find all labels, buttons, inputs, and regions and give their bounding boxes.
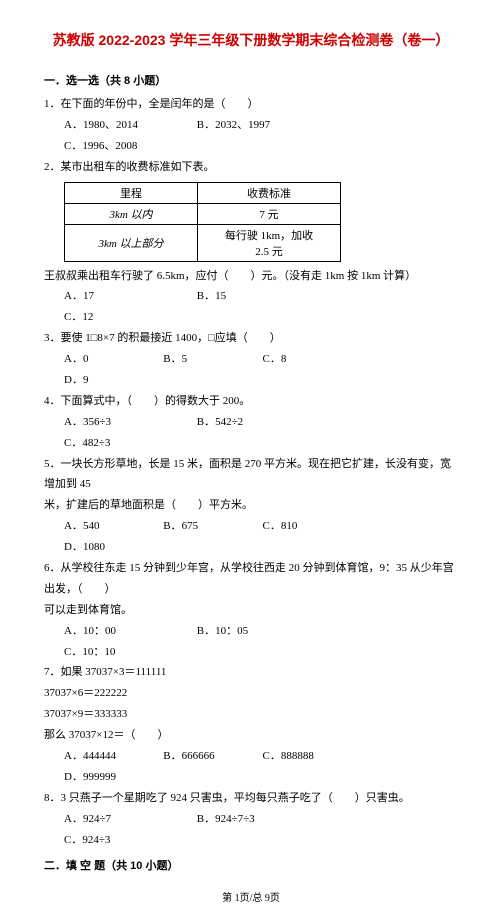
q5-opt-a: A．540 <box>64 516 161 537</box>
q7-l3: 37037×9＝333333 <box>44 704 458 725</box>
q5-stem-l2: 米，扩建后的草地面积是（ ）平方米。 <box>44 495 458 516</box>
q4-opt-c: C．482÷3 <box>64 433 194 454</box>
q6-options: A．10：00 B．10：05 C．10：10 <box>44 621 458 663</box>
q7-options: A．444444 B．666666 C．888888 D．999999 <box>44 746 458 788</box>
q4-options: A．356÷3 B．542÷2 C．482÷3 <box>44 412 458 454</box>
q6-opt-b: B．10：05 <box>197 621 327 642</box>
q7-l4: 那么 37037×12＝（ ） <box>44 725 458 746</box>
q1-stem: 1．在下面的年份中，全是闰年的是（ ） <box>44 94 458 115</box>
q5-options: A．540 B．675 C．810 D．1080 <box>44 516 458 558</box>
page-footer: 第 1页/总 9页 <box>44 889 458 904</box>
q3-stem: 3．要使 1□8×7 的积最接近 1400，□应填（ ） <box>44 328 458 349</box>
q7-l1: 7．如果 37037×3＝111111 <box>44 662 458 683</box>
exam-title: 苏教版 2022-2023 学年三年级下册数学期末综合检测卷（卷一） <box>44 30 458 50</box>
q5-opt-d: D．1080 <box>64 537 161 558</box>
q6-stem-l2: 可以走到体育馆。 <box>44 600 458 621</box>
q2-table: 里程 收费标准 3km 以内 7 元 3km 以上部分 每行驶 1km，加收 2… <box>64 182 341 262</box>
q2-opt-c: C．12 <box>64 307 194 328</box>
q7-opt-a: A．444444 <box>64 746 161 767</box>
q1-opt-c: C．1996、2008 <box>64 136 194 157</box>
q1-options: A．1980、2014 B．2032、1997 C．1996、2008 <box>44 115 458 157</box>
q3-opt-a: A．0 <box>64 349 161 370</box>
q2-stem: 2．某市出租车的收费标准如下表。 <box>44 157 458 178</box>
q6-opt-a: A．10：00 <box>64 621 194 642</box>
q7-opt-c: C．888888 <box>263 746 360 767</box>
q2-r1c1: 3km 以内 <box>65 203 198 224</box>
q2-r2c2: 每行驶 1km，加收 2.5 元 <box>198 224 341 261</box>
q8-opt-b: B．924÷7÷3 <box>197 809 327 830</box>
q2-r2c2-l1: 每行驶 1km，加收 <box>204 227 334 243</box>
q2-th-2: 收费标准 <box>198 182 341 203</box>
q5-opt-b: B．675 <box>163 516 260 537</box>
q2-opt-a: A．17 <box>64 286 194 307</box>
q7-opt-d: D．999999 <box>64 767 161 788</box>
q4-opt-b: B．542÷2 <box>197 412 327 433</box>
q3-opt-b: B．5 <box>163 349 260 370</box>
q5-stem-l1: 5．一块长方形草地，长是 15 米，面积是 270 平方米。现在把它扩建，长没有… <box>44 454 458 496</box>
q8-options: A．924÷7 B．924÷7÷3 C．924÷3 <box>44 809 458 851</box>
q4-stem: 4．下面算式中，（ ）的得数大于 200。 <box>44 391 458 412</box>
q8-stem: 8．3 只燕子一个星期吃了 924 只害虫，平均每只燕子吃了（ ）只害虫。 <box>44 788 458 809</box>
q3-options: A．0 B．5 C．8 D．9 <box>44 349 458 391</box>
exam-page: 苏教版 2022-2023 学年三年级下册数学期末综合检测卷（卷一） 一．选一选… <box>0 0 502 914</box>
q3-opt-c: C．8 <box>263 349 360 370</box>
q7-opt-b: B．666666 <box>163 746 260 767</box>
q6-stem-l1: 6．从学校往东走 15 分钟到少年宫，从学校往西走 20 分钟到体育馆，9：35… <box>44 558 458 600</box>
q7-l2: 37037×6＝222222 <box>44 683 458 704</box>
q2-th-1: 里程 <box>65 182 198 203</box>
q4-opt-a: A．356÷3 <box>64 412 194 433</box>
q8-opt-c: C．924÷3 <box>64 830 194 851</box>
q6-opt-c: C．10：10 <box>64 642 194 663</box>
q2-r1c2: 7 元 <box>198 203 341 224</box>
q2-opt-b: B．15 <box>197 286 327 307</box>
q2-r2c2-l2: 2.5 元 <box>204 243 334 259</box>
q5-opt-c: C．810 <box>263 516 360 537</box>
q8-opt-a: A．924÷7 <box>64 809 194 830</box>
section-1-heading: 一．选一选（共 8 小题） <box>44 72 458 88</box>
q3-opt-d: D．9 <box>64 370 161 391</box>
q2-after: 王叔叔乘出租车行驶了 6.5km，应付（ ）元。（没有走 1km 按 1km 计… <box>44 266 458 287</box>
q1-opt-a: A．1980、2014 <box>64 115 194 136</box>
q1-opt-b: B．2032、1997 <box>197 115 327 136</box>
section-2-heading: 二．填 空 题（共 10 小题） <box>44 857 458 873</box>
q2-options: A．17 B．15 C．12 <box>44 286 458 328</box>
q2-r2c1: 3km 以上部分 <box>65 224 198 261</box>
